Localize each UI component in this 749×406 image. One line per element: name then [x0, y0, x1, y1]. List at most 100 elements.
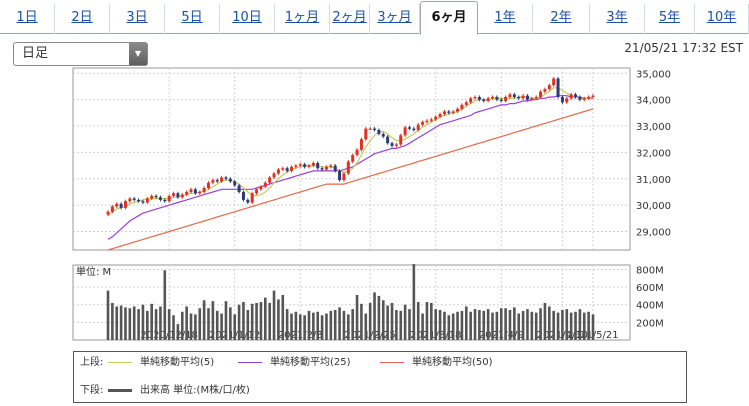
candle-body: [119, 203, 123, 208]
tab-period-0[interactable]: 1日: [0, 4, 55, 34]
price-tick-label: 35,000: [636, 69, 671, 80]
candle-body: [298, 164, 302, 166]
volume-bar: [312, 312, 315, 340]
tab-period-8[interactable]: 6ヶ月: [420, 1, 478, 35]
volume-bar: [202, 300, 206, 340]
volume-bar: [412, 264, 416, 340]
candle-body: [132, 198, 136, 200]
price-tick-label: 30,000: [636, 201, 671, 212]
candle-body: [224, 177, 228, 179]
tab-period-13[interactable]: 10年: [695, 4, 749, 34]
tab-period-1[interactable]: 2日: [55, 4, 110, 34]
volume-bar: [154, 309, 158, 340]
volume-bar: [469, 311, 472, 340]
volume-bar: [473, 309, 477, 340]
candle-body: [499, 99, 503, 101]
candle-body: [460, 104, 464, 109]
volume-bar: [517, 313, 521, 340]
candle-body: [329, 165, 333, 167]
candle-body: [517, 97, 521, 99]
volume-bar: [390, 302, 394, 340]
tab-period-10[interactable]: 2年: [533, 4, 590, 34]
candle-body: [259, 186, 263, 190]
candle-interval-select[interactable]: 日足 ▼: [13, 42, 148, 66]
candle-body: [477, 97, 481, 100]
candle-body: [355, 149, 359, 156]
volume-tick-label: 600M: [636, 283, 664, 294]
volume-bar: [561, 310, 564, 340]
candle-body: [110, 206, 114, 212]
candle-body: [180, 194, 184, 198]
volume-bar: [325, 313, 328, 340]
volume-bar: [307, 310, 311, 340]
candle-body: [368, 128, 372, 130]
volume-bar: [285, 309, 289, 340]
candle-body: [591, 95, 595, 98]
volume-bar: [146, 310, 149, 340]
tab-period-2[interactable]: 3日: [110, 4, 165, 34]
volume-bar: [215, 310, 219, 340]
candle-body: [333, 165, 337, 171]
volume-bar: [399, 310, 403, 340]
candle-body: [412, 128, 416, 130]
candle-body: [582, 98, 586, 100]
volume-bar: [504, 308, 507, 340]
legend-ma5-swatch: [108, 362, 132, 363]
volume-bar: [250, 303, 254, 340]
ma50-line: [107, 108, 594, 251]
candle-body: [145, 198, 149, 203]
candle-body: [364, 128, 368, 140]
candle-body: [547, 85, 551, 90]
legend-ma25-label: 単純移動平均(25): [270, 357, 351, 368]
volume-bar: [172, 315, 175, 340]
volume-bar: [259, 302, 263, 340]
volume-bar: [119, 305, 123, 340]
candle-body: [381, 133, 385, 137]
volume-bar: [530, 311, 534, 340]
candle-body: [569, 94, 573, 99]
candle-body: [491, 97, 495, 99]
legend-ma50-label: 単純移動平均(50): [412, 357, 493, 368]
candle-body: [425, 120, 429, 123]
volume-bar: [578, 309, 582, 340]
volume-bar: [508, 310, 512, 340]
legend-volume-swatch: [108, 389, 132, 392]
tab-period-6[interactable]: 2ヶ月: [330, 4, 370, 34]
tab-period-12[interactable]: 5年: [645, 4, 695, 34]
volume-bar: [180, 311, 184, 340]
candle-body: [539, 91, 543, 98]
volume-bar: [111, 302, 114, 340]
volume-bar: [115, 306, 119, 340]
tab-period-3[interactable]: 5日: [165, 4, 220, 34]
volume-bar: [141, 304, 145, 340]
tab-period-11[interactable]: 3年: [590, 4, 645, 34]
candle-body: [525, 95, 529, 100]
volume-bar: [478, 310, 481, 340]
stock-chart: 35,000 34,000 33,000 32,000 31,000 30,000 29,0…: [72, 67, 671, 341]
candle-body: [241, 191, 245, 200]
candle-body: [276, 169, 280, 174]
candle-body: [215, 180, 219, 182]
tab-period-9[interactable]: 1年: [478, 4, 533, 34]
volume-bar: [355, 295, 359, 340]
volume-bar: [569, 312, 573, 340]
candle-body: [294, 165, 298, 167]
volume-bar: [491, 312, 494, 340]
candle-body: [307, 165, 311, 167]
candle-body: [451, 111, 455, 113]
candle-body: [272, 173, 276, 178]
candle-body: [390, 143, 394, 146]
tab-period-4[interactable]: 10日: [220, 4, 275, 34]
volume-bar: [316, 311, 320, 340]
candle-body: [429, 119, 433, 121]
tab-period-7[interactable]: 3ヶ月: [370, 4, 420, 34]
dropdown-arrow-icon[interactable]: ▼: [129, 43, 147, 65]
volume-bar: [303, 315, 306, 340]
volume-bar: [499, 308, 503, 340]
legend-volume-label: 出来高 単位:(M株/口/枚): [140, 385, 250, 396]
volume-bar: [482, 310, 486, 340]
candle-body: [320, 168, 324, 170]
candle-body: [407, 127, 411, 129]
tab-period-5[interactable]: 1ヶ月: [275, 4, 330, 34]
candle-body: [521, 95, 525, 99]
